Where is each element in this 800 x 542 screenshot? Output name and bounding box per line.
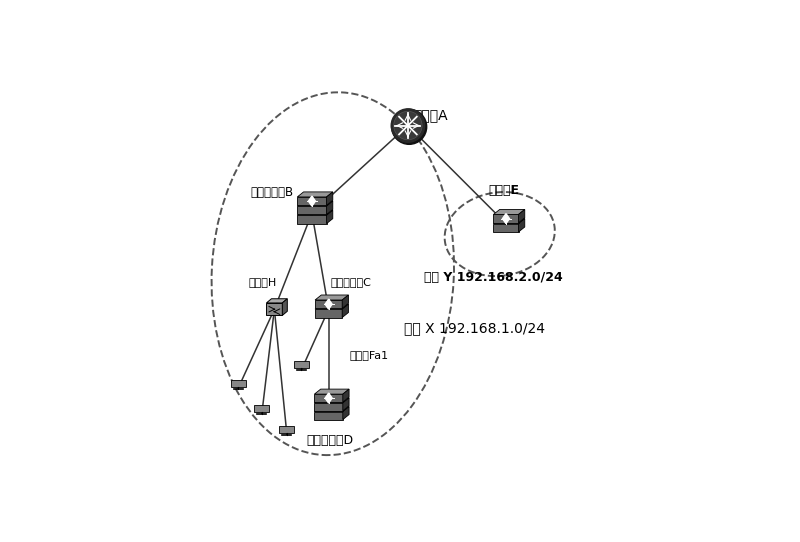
Text: 子网 Y 192.168.2.0/24: 子网 Y 192.168.2.0/24	[424, 272, 563, 285]
Polygon shape	[315, 304, 349, 309]
FancyBboxPatch shape	[298, 197, 326, 205]
FancyBboxPatch shape	[315, 309, 342, 318]
FancyBboxPatch shape	[230, 380, 246, 387]
Polygon shape	[315, 295, 349, 300]
Polygon shape	[325, 393, 332, 403]
Polygon shape	[314, 398, 349, 403]
Polygon shape	[326, 192, 333, 205]
Polygon shape	[343, 406, 349, 420]
FancyBboxPatch shape	[294, 362, 309, 368]
Polygon shape	[342, 304, 349, 318]
FancyBboxPatch shape	[298, 206, 326, 215]
Polygon shape	[494, 209, 525, 215]
FancyBboxPatch shape	[266, 303, 282, 315]
FancyBboxPatch shape	[279, 426, 294, 433]
Polygon shape	[314, 406, 349, 411]
FancyBboxPatch shape	[298, 215, 326, 224]
Text: 交换朼E: 交换朼E	[489, 184, 519, 197]
FancyBboxPatch shape	[314, 403, 343, 411]
Polygon shape	[325, 299, 332, 309]
Text: 三层交换朼D: 三层交换朼D	[306, 434, 353, 447]
Polygon shape	[298, 210, 333, 215]
FancyBboxPatch shape	[494, 224, 518, 232]
Text: 路由口Fa1: 路由口Fa1	[350, 350, 389, 360]
Polygon shape	[326, 201, 333, 215]
Polygon shape	[314, 389, 349, 394]
Polygon shape	[309, 196, 315, 206]
Text: 路由器A: 路由器A	[414, 108, 448, 122]
Polygon shape	[518, 218, 525, 232]
Polygon shape	[298, 201, 333, 206]
Text: 集线器H: 集线器H	[248, 277, 277, 287]
Polygon shape	[518, 209, 525, 223]
Circle shape	[394, 111, 422, 140]
Circle shape	[391, 109, 425, 142]
FancyBboxPatch shape	[254, 405, 270, 412]
FancyBboxPatch shape	[314, 394, 343, 402]
Polygon shape	[266, 299, 287, 303]
Polygon shape	[494, 218, 525, 224]
Text: 子网 X 192.168.1.0/24: 子网 X 192.168.1.0/24	[404, 321, 545, 335]
Circle shape	[392, 109, 426, 144]
Text: 二层交换朼C: 二层交换朼C	[330, 277, 371, 287]
Polygon shape	[282, 299, 287, 315]
FancyBboxPatch shape	[315, 300, 342, 308]
FancyBboxPatch shape	[494, 215, 518, 223]
Polygon shape	[343, 398, 349, 411]
Polygon shape	[342, 295, 349, 308]
FancyBboxPatch shape	[314, 411, 343, 420]
Text: 三层交换朼B: 三层交换朼B	[250, 186, 294, 199]
Polygon shape	[298, 192, 333, 197]
Polygon shape	[502, 214, 510, 224]
Polygon shape	[326, 210, 333, 224]
Polygon shape	[343, 389, 349, 402]
